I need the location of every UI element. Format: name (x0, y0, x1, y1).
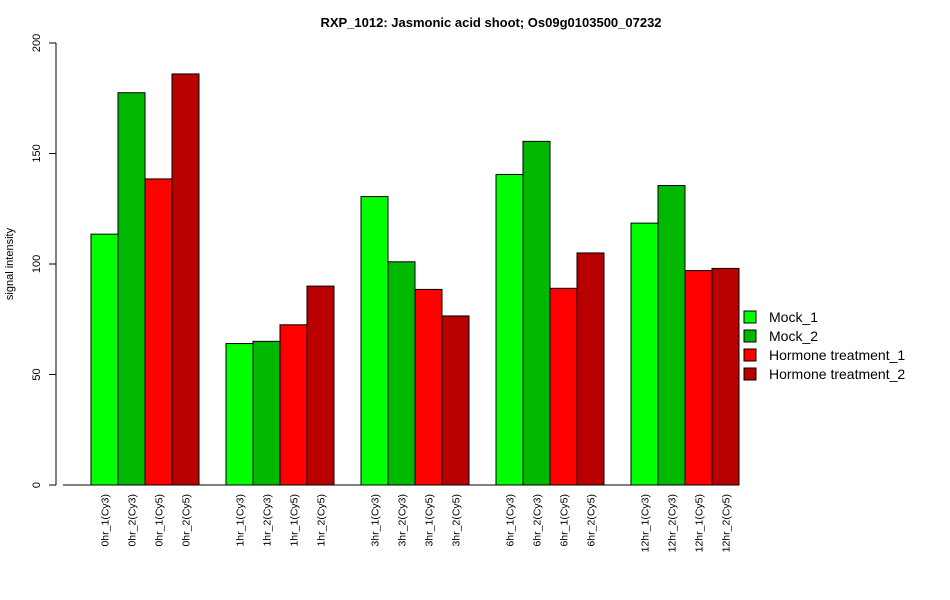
bar-6hr_1(Cy5) (549, 287, 578, 486)
legend-swatch (743, 348, 757, 362)
chart-title: RXP_1012: Jasmonic acid shoot; Os09g0103… (320, 15, 661, 30)
y-tick-label: 50 (31, 368, 43, 380)
x-tick-label: 1hr_2(Cy3) (262, 494, 274, 547)
bar-0hr_1(Cy3) (90, 233, 119, 486)
x-tick-label: 1hr_1(Cy3) (235, 494, 247, 547)
legend-swatch (743, 367, 757, 381)
bar-1hr_2(Cy3) (252, 340, 281, 486)
bar-12hr_1(Cy3) (630, 222, 659, 486)
bar-0hr_2(Cy3) (117, 92, 146, 486)
legend-label: Mock_1 (769, 309, 818, 325)
x-tick-label: 0hr_1(Cy3) (100, 494, 112, 547)
bar-6hr_2(Cy3) (522, 140, 551, 486)
bar-1hr_1(Cy5) (279, 324, 308, 486)
bar-3hr_1(Cy5) (414, 288, 443, 486)
legend-swatch (743, 310, 757, 324)
x-tick-label: 12hr_2(Cy5) (721, 494, 733, 552)
bar-3hr_2(Cy3) (387, 261, 416, 486)
y-axis: 0 50 100 150 200 (31, 34, 57, 488)
bar-6hr_2(Cy5) (576, 252, 605, 486)
bar-1hr_1(Cy3) (225, 343, 254, 486)
y-tick-label: 200 (31, 34, 43, 52)
x-tick-label: 6hr_1(Cy5) (559, 494, 571, 547)
bar-1hr_2(Cy5) (306, 285, 335, 486)
x-tick-label: 6hr_2(Cy3) (532, 494, 544, 547)
legend-label: Hormone treatment_2 (769, 366, 905, 382)
y-tick-label: 0 (31, 482, 43, 488)
x-tick-label: 3hr_1(Cy3) (370, 494, 382, 547)
x-tick-label: 12hr_1(Cy3) (640, 494, 652, 552)
y-tick-label: 150 (31, 144, 43, 162)
x-tick-label: 6hr_1(Cy3) (505, 494, 517, 547)
bar-12hr_1(Cy5) (684, 270, 713, 486)
bar-3hr_1(Cy3) (360, 196, 389, 486)
bars (63, 73, 740, 486)
x-axis: 0hr_1(Cy3) 0hr_2(Cy3) 0hr_1(Cy5) 0hr_2(Cy5)… (100, 494, 733, 552)
x-tick-label: 0hr_2(Cy3) (127, 494, 139, 547)
x-tick-label: 3hr_2(Cy5) (451, 494, 463, 547)
bar-12hr_2(Cy3) (657, 185, 686, 486)
bar-0hr_2(Cy5) (171, 73, 200, 486)
y-tick-label: 100 (31, 255, 43, 273)
legend-label: Hormone treatment_1 (769, 347, 905, 363)
x-tick-label: 3hr_2(Cy3) (397, 494, 409, 547)
legend-swatch (743, 329, 757, 343)
legend: Mock_1 Mock_2 Hormone treatment_1 Hormone t… (743, 309, 905, 382)
x-tick-label: 3hr_1(Cy5) (424, 494, 436, 547)
x-tick-label: 0hr_2(Cy5) (181, 494, 193, 547)
legend-label: Mock_2 (769, 328, 818, 344)
bar-0hr_1(Cy5) (144, 178, 173, 486)
bar-12hr_2(Cy5) (711, 267, 740, 486)
x-tick-label: 1hr_2(Cy5) (316, 494, 328, 547)
bar-3hr_2(Cy5) (441, 315, 470, 486)
x-tick-label: 6hr_2(Cy5) (586, 494, 598, 547)
bar-6hr_1(Cy3) (495, 173, 524, 486)
x-tick-label: 12hr_2(Cy3) (667, 494, 679, 552)
y-axis-label: signal intensity (4, 227, 16, 300)
x-tick-label: 1hr_1(Cy5) (289, 494, 301, 547)
x-tick-label: 12hr_1(Cy5) (694, 494, 706, 552)
x-tick-label: 0hr_1(Cy5) (154, 494, 166, 547)
